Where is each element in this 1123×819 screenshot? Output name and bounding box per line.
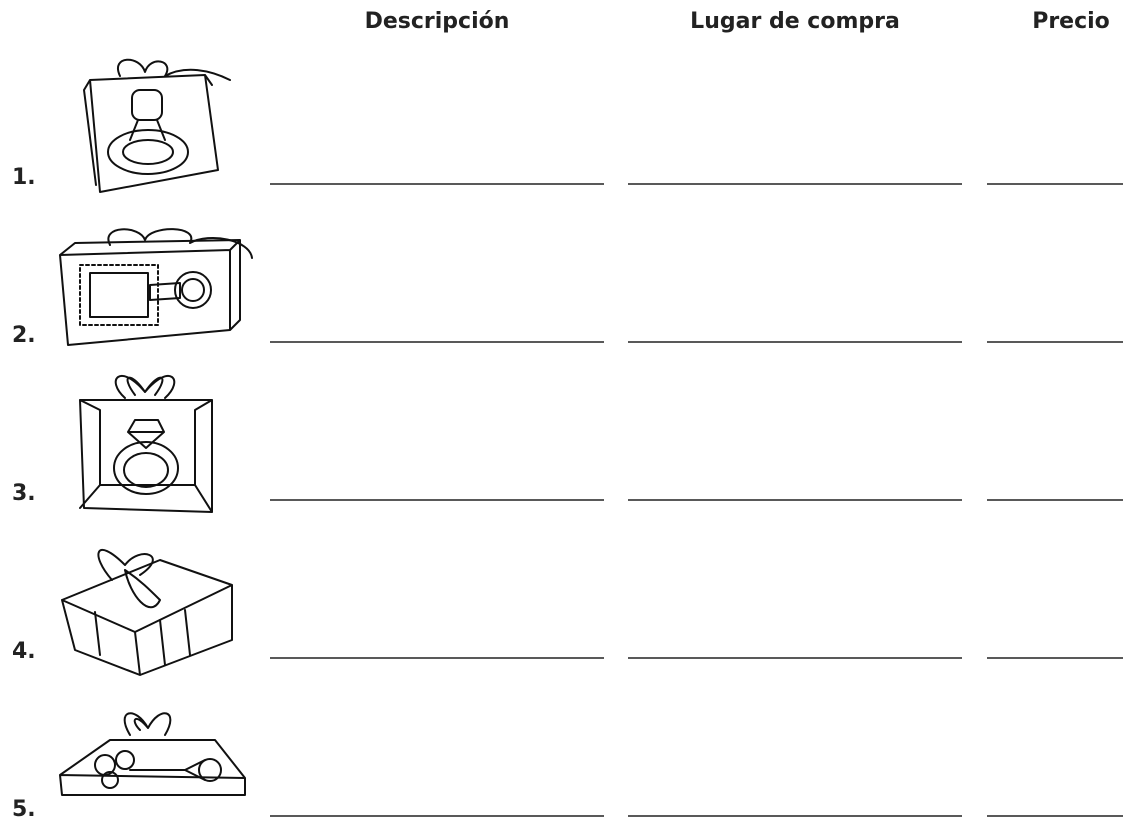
gift-box-tag-icon	[59, 228, 253, 346]
item-number: 2.	[12, 323, 36, 348]
item-number: 4.	[12, 639, 36, 664]
wrapped-box-icon	[61, 549, 233, 676]
ring-box-icon	[79, 374, 213, 513]
item-number: 3.	[12, 481, 36, 506]
column-header: Precio	[1032, 9, 1110, 34]
item-number: 1.	[12, 165, 36, 190]
column-header: Lugar de compra	[690, 9, 900, 34]
item-number: 5.	[12, 797, 36, 819]
column-header: Descripción	[365, 9, 510, 34]
gift-bag-icon	[83, 58, 231, 193]
flower-tray-icon	[59, 712, 246, 796]
